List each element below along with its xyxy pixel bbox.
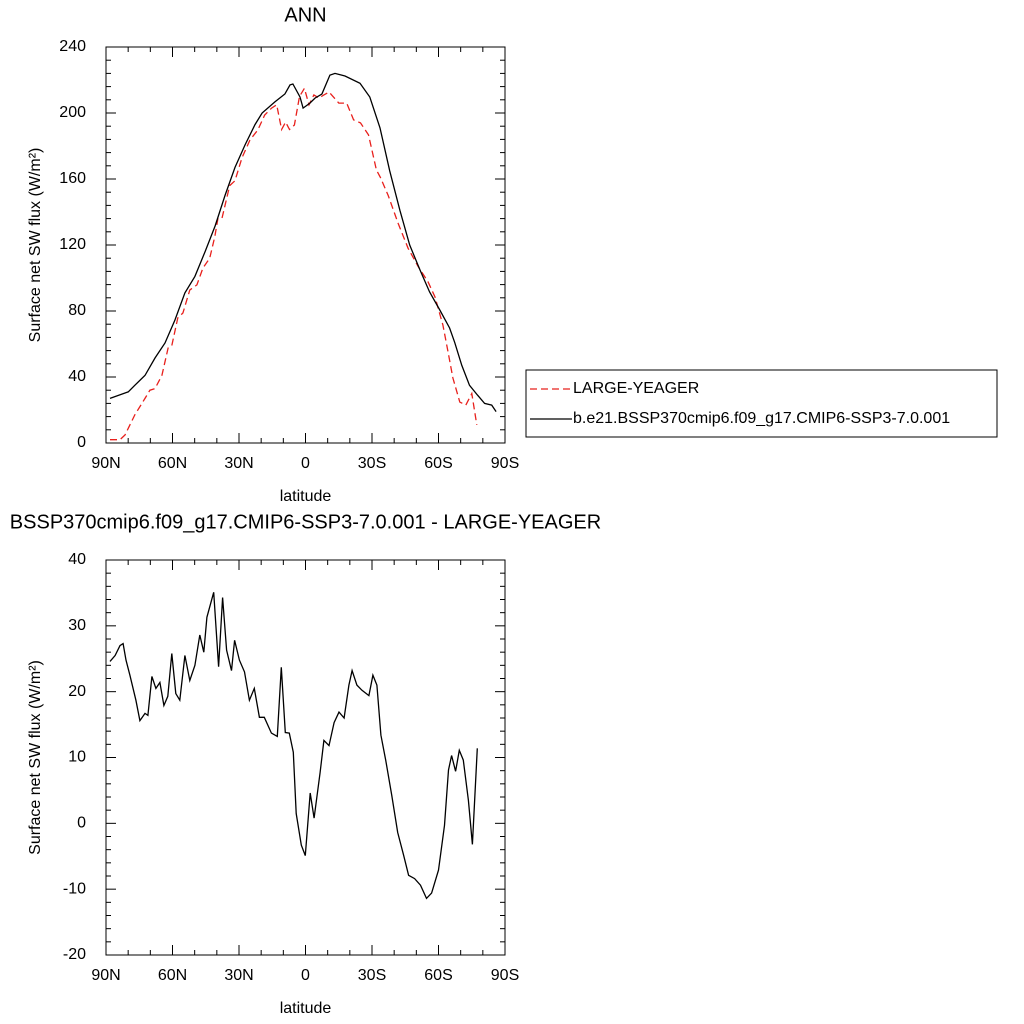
- x-tick-label: 60N: [158, 455, 187, 472]
- y-tick-label: 40: [68, 551, 86, 568]
- x-tick-label: 60S: [424, 455, 452, 472]
- y-tick-label: 200: [59, 104, 86, 121]
- legend-box: [525, 369, 998, 438]
- panel: BSSP370cmip6.f09_g17.CMIP6-SSP3-7.0.001 …: [10, 511, 601, 1017]
- x-tick-label: 60S: [424, 967, 452, 984]
- panel: ANN latitude Surface net SW flux (W/m²) 90N…: [27, 4, 998, 505]
- data-line: [110, 86, 478, 441]
- data-line: [109, 72, 497, 412]
- y-tick-label: 20: [68, 683, 86, 700]
- legend: LARGE-YEAGER b.e21.BSSP370cmip6.f09_g17.C…: [525, 369, 998, 438]
- x-tick-label: 30N: [224, 967, 253, 984]
- y-tick-label: 120: [59, 236, 86, 253]
- x-tick-label: 90S: [491, 455, 519, 472]
- x-tick-label: 30S: [358, 455, 386, 472]
- y-axis-label: Surface net SW flux (W/m²): [27, 148, 44, 343]
- y-tick-label: 0: [77, 434, 86, 451]
- y-axis-label: Surface net SW flux (W/m²): [27, 660, 44, 855]
- x-tick-label: 60N: [158, 967, 187, 984]
- y-tick-label: 0: [77, 815, 86, 832]
- y-tick-label: 240: [59, 38, 86, 55]
- y-tick-label: 80: [68, 302, 86, 319]
- x-tick-label: 0: [301, 967, 310, 984]
- x-tick-label: 30S: [358, 967, 386, 984]
- x-tick-label: 90N: [91, 967, 120, 984]
- y-tick-label: -10: [63, 880, 86, 897]
- plot-frame: [105, 559, 506, 956]
- x-axis-label: latitude: [280, 1000, 332, 1017]
- x-tick-label: 90N: [91, 455, 120, 472]
- legend-label: b.e21.BSSP370cmip6.f09_g17.CMIP6-SSP3-7.…: [573, 410, 950, 427]
- y-tick-label: -20: [63, 946, 86, 963]
- y-tick-label: 160: [59, 170, 86, 187]
- x-tick-label: 30N: [224, 455, 253, 472]
- legend-label: LARGE-YEAGER: [573, 380, 699, 397]
- chart-title: ANN: [284, 4, 326, 26]
- x-axis-label: latitude: [280, 488, 332, 505]
- x-tick-label: 0: [301, 455, 310, 472]
- y-tick-label: 40: [68, 368, 86, 385]
- y-tick-label: 10: [68, 749, 86, 766]
- x-tick-label: 90S: [491, 967, 519, 984]
- chart-title: BSSP370cmip6.f09_g17.CMIP6-SSP3-7.0.001 …: [10, 511, 601, 533]
- y-tick-label: 30: [68, 617, 86, 634]
- data-line: [109, 592, 478, 900]
